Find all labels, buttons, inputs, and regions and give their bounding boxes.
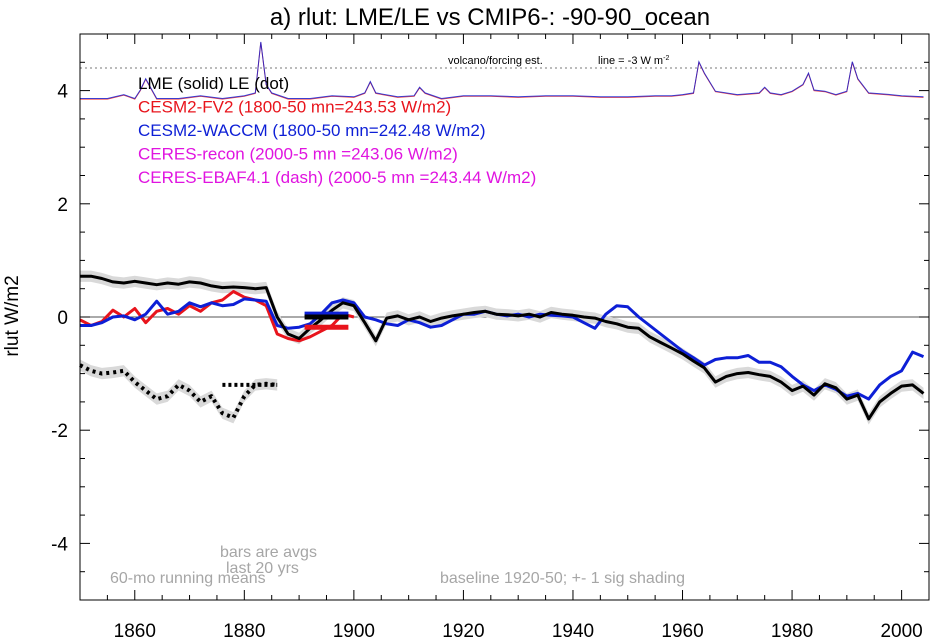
x-tick-label: 1880 bbox=[223, 621, 265, 641]
x-tick-label: 1940 bbox=[552, 621, 594, 641]
bars-label-1: bars are avgs bbox=[220, 544, 317, 561]
y-tick-label: -2 bbox=[51, 421, 68, 442]
volcano-trace-blue bbox=[80, 41, 924, 100]
legend-entry: CERES-recon (2000-5 mn =243.06 W/m2) bbox=[138, 145, 458, 164]
plot-area bbox=[79, 41, 929, 425]
y-tick-label: -4 bbox=[51, 534, 68, 555]
series-line-le bbox=[79, 363, 278, 420]
x-tick-label: 1980 bbox=[771, 621, 813, 641]
line-label-text: line = -3 W m bbox=[598, 55, 663, 67]
annotations: volcano/forcing est. line = -3 W m-2 bar… bbox=[110, 55, 685, 587]
x-tick-label: 1860 bbox=[114, 621, 156, 641]
y-tick-label: 2 bbox=[57, 195, 68, 216]
shading-le bbox=[80, 359, 278, 424]
chart-title: a) rlut: LME/LE vs CMIP6-: -90-90_ocean bbox=[270, 4, 710, 31]
baseline-label: baseline 1920-50; +- 1 sig shading bbox=[440, 570, 685, 587]
legend-entry: LME (solid) LE (dot) bbox=[138, 74, 289, 93]
running-means-label: 60-mo running means bbox=[110, 570, 266, 587]
line-label: line = -3 W m-2 bbox=[598, 55, 669, 67]
line-label-superscript: -2 bbox=[663, 55, 669, 62]
y-tick-label: 4 bbox=[57, 82, 68, 103]
axes: 1860 1880 1900 1920 1940 1960 1980 2000 -4 -2 0 2 4 bbox=[51, 33, 930, 641]
legend-entry: CESM2-WACCM (1800-50 mn=242.48 W/m2) bbox=[138, 121, 486, 140]
x-tick-label: 1920 bbox=[442, 621, 484, 641]
y-axis-label: rlut W/m2 bbox=[2, 275, 23, 356]
bars-label-2: last 20 yrs bbox=[226, 560, 299, 577]
shading-lme bbox=[80, 270, 924, 425]
series-line-lme bbox=[80, 274, 925, 421]
x-tick-label: 2000 bbox=[880, 621, 922, 641]
x-tick-label: 1960 bbox=[661, 621, 703, 641]
legend-entry: CERES-EBAF4.1 (dash) (2000-5 mn =243.44 … bbox=[138, 168, 536, 187]
legend-entry: CESM2-FV2 (1800-50 mn=243.53 W/m2) bbox=[138, 98, 451, 117]
volcano-label: volcano/forcing est. bbox=[448, 55, 543, 67]
y-tick-label: 0 bbox=[57, 308, 68, 329]
legend: LME (solid) LE (dot) CESM2-FV2 (1800-50 m… bbox=[138, 74, 536, 187]
x-tick-label: 1900 bbox=[333, 621, 375, 641]
